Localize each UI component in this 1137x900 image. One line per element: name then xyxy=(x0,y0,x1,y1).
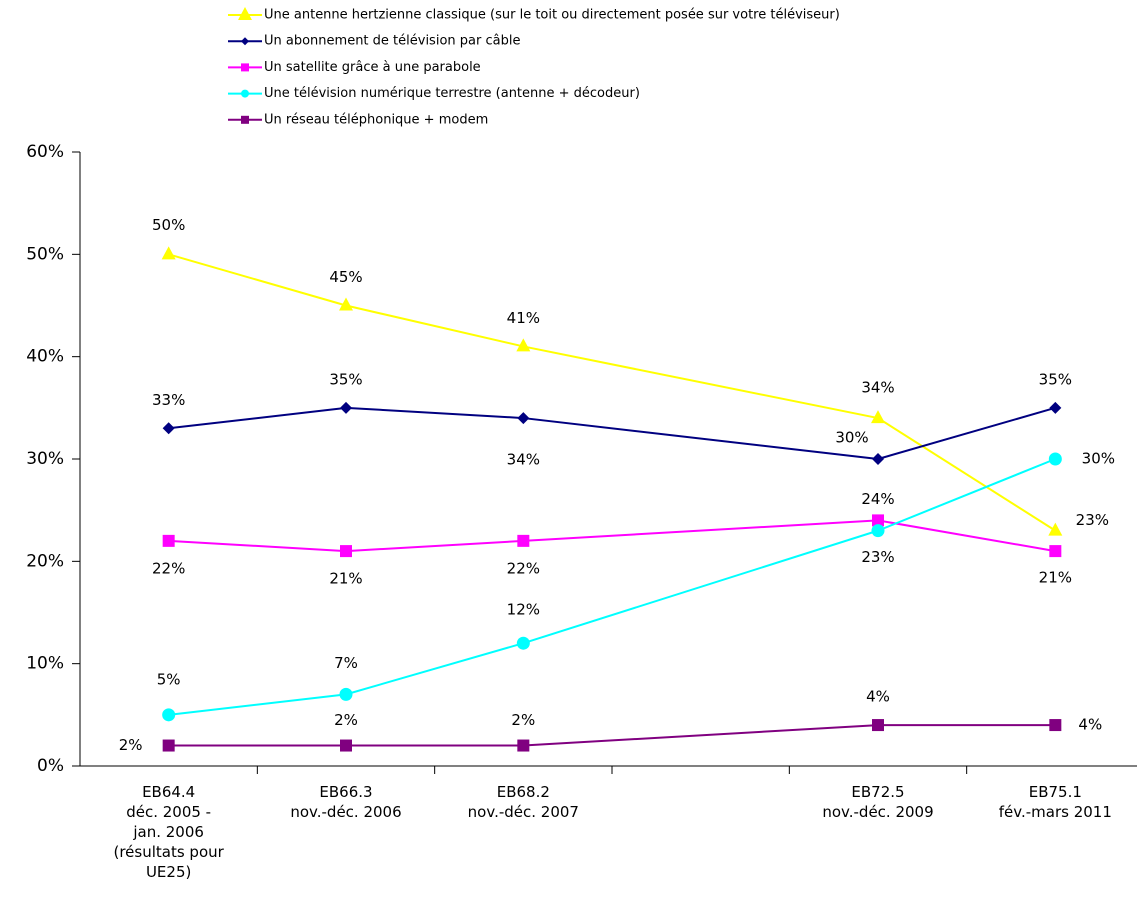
data-label: 4% xyxy=(1078,716,1102,734)
x-tick-label: EB72.5 nov.-déc. 2009 xyxy=(822,783,934,821)
line-segment xyxy=(877,417,1056,532)
data-label: 35% xyxy=(329,370,362,388)
legend-label: Une antenne hertzienne classique (sur le… xyxy=(264,8,840,23)
marker xyxy=(517,739,530,752)
data-label: 45% xyxy=(329,268,362,286)
marker xyxy=(340,401,352,414)
marker xyxy=(340,739,352,752)
y-tick-label: 30% xyxy=(26,449,64,469)
marker xyxy=(162,708,176,722)
line-segment xyxy=(345,539,524,553)
data-label: 22% xyxy=(507,559,540,577)
x-tick-label: EB75.1 fév.-mars 2011 xyxy=(998,783,1112,821)
data-label: 21% xyxy=(1039,569,1072,587)
data-label: 4% xyxy=(866,688,890,706)
line-segment xyxy=(877,519,1056,553)
x-tick-label: EB68.2 nov.-déc. 2007 xyxy=(467,783,579,821)
legend-label: Un réseau téléphonique + modem xyxy=(264,112,488,127)
marker xyxy=(872,453,884,465)
data-label: 21% xyxy=(329,570,362,588)
marker xyxy=(517,534,530,547)
line-segment xyxy=(877,458,1056,532)
marker xyxy=(241,37,249,46)
line-segment xyxy=(523,417,879,460)
line-segment xyxy=(523,519,879,542)
marker xyxy=(241,115,249,124)
marker xyxy=(162,422,175,435)
marker xyxy=(871,410,885,424)
y-tick-label: 10% xyxy=(26,654,64,674)
data-label: 34% xyxy=(507,451,540,469)
marker xyxy=(339,297,353,311)
marker xyxy=(1049,719,1062,732)
line-segment xyxy=(523,724,879,747)
data-label: 2% xyxy=(334,711,358,729)
marker xyxy=(516,636,530,650)
line-segment xyxy=(523,345,879,420)
data-label: 2% xyxy=(119,736,143,754)
data-label: 7% xyxy=(334,654,358,672)
marker xyxy=(871,524,885,538)
y-tick-label: 60% xyxy=(26,142,64,162)
y-tick-label: 20% xyxy=(26,551,64,571)
line-segment xyxy=(168,406,347,430)
marker xyxy=(162,739,175,752)
marker xyxy=(241,63,249,72)
line-segment xyxy=(168,253,347,307)
data-label: 22% xyxy=(152,559,185,577)
x-tick-label: EB66.3 nov.-déc. 2006 xyxy=(290,783,402,821)
marker xyxy=(516,338,531,352)
line-segment xyxy=(168,539,347,553)
marker xyxy=(339,687,353,701)
data-label: 23% xyxy=(1076,511,1109,529)
y-tick-label: 40% xyxy=(26,347,64,367)
legend-label: Un abonnement de télévision par câble xyxy=(264,34,520,49)
marker xyxy=(161,246,176,260)
x-tick-label: EB64.4 déc. 2005 - jan. 2006 (résultats … xyxy=(113,783,224,881)
data-label: 5% xyxy=(157,670,181,688)
data-label: 30% xyxy=(835,429,868,447)
line-segment xyxy=(345,304,524,348)
line-segment xyxy=(345,642,524,696)
line-segment xyxy=(168,693,347,716)
marker xyxy=(872,514,884,527)
data-label: 50% xyxy=(152,216,185,234)
marker xyxy=(872,719,884,732)
marker xyxy=(1049,545,1062,558)
data-label: 23% xyxy=(861,548,894,566)
data-label: 34% xyxy=(861,379,894,397)
legend-label: Un satellite grâce à une parabole xyxy=(264,60,481,75)
marker xyxy=(1048,452,1062,466)
marker xyxy=(1048,522,1063,536)
line-segment xyxy=(877,406,1056,460)
marker xyxy=(517,412,530,425)
line-segment xyxy=(523,529,879,645)
data-label: 12% xyxy=(507,601,540,619)
line-segment xyxy=(345,406,524,420)
legend-label: Une télévision numérique terrestre (ante… xyxy=(264,86,640,101)
data-label: 2% xyxy=(511,711,535,729)
marker xyxy=(1049,401,1062,414)
marker xyxy=(241,89,249,98)
marker xyxy=(340,545,352,558)
y-tick-label: 0% xyxy=(37,756,64,776)
data-label: 24% xyxy=(861,490,894,508)
data-label: 35% xyxy=(1039,370,1072,388)
data-label: 41% xyxy=(507,309,540,327)
data-label: 33% xyxy=(152,391,185,409)
marker xyxy=(162,534,175,547)
marker xyxy=(238,7,252,20)
data-label: 30% xyxy=(1082,450,1115,468)
y-tick-label: 50% xyxy=(26,244,64,264)
